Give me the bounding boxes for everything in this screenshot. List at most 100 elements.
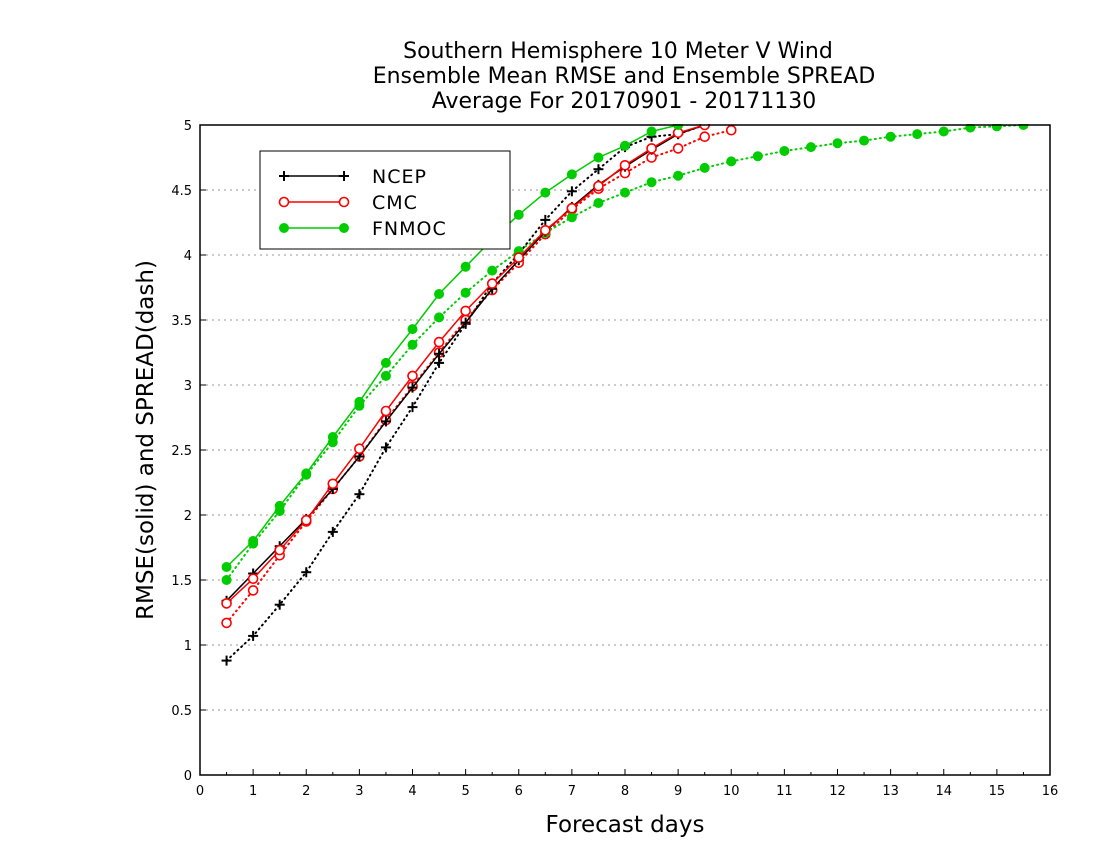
data-point-fnmoc-spread (673, 170, 684, 181)
data-point-cmc-rmse (274, 544, 285, 556)
title-line-3: Average For 20170901 - 20171130 (432, 89, 817, 114)
data-point-cmc-rmse (380, 405, 392, 417)
data-point-fnmoc-rmse (301, 468, 312, 479)
data-point-fnmoc-rmse (620, 140, 630, 151)
data-point-cmc-rmse (619, 160, 631, 171)
data-point-fnmoc-spread (487, 265, 498, 276)
data-point-fnmoc-rmse (460, 261, 471, 272)
series-cmc-rmse (221, 124, 710, 609)
data-point-cmc-spread (672, 143, 684, 154)
data-point-ncep-spread (301, 567, 312, 578)
data-point-fnmoc-rmse (248, 536, 259, 546)
data-point-ncep-spread (566, 186, 577, 197)
data-point-fnmoc-rmse (646, 126, 657, 137)
data-point-ncep-rmse (380, 416, 391, 427)
data-point-cmc-spread (221, 617, 232, 629)
x-tick-label: 14 (935, 784, 952, 799)
data-point-cmc-rmse (460, 305, 471, 317)
x-tick-label: 6 (515, 784, 523, 799)
data-point-cmc-rmse (433, 336, 445, 348)
data-point-fnmoc-rmse (221, 562, 232, 572)
data-point-cmc-rmse (300, 514, 312, 526)
title-line-2: Ensemble Mean RMSE and Ensemble SPREAD (373, 64, 876, 89)
data-point-cmc-rmse (354, 443, 365, 455)
data-point-fnmoc-spread (593, 198, 604, 208)
data-point-cmc-rmse (593, 180, 604, 192)
x-tick-label: 5 (461, 784, 469, 799)
data-point-ncep-spread (407, 402, 418, 413)
x-tick-label: 3 (355, 784, 363, 799)
data-point-fnmoc-rmse (274, 500, 285, 511)
data-point-ncep-spread (434, 357, 445, 368)
data-point-fnmoc-spread (460, 287, 471, 298)
legend-entry-fnmoc: FNMOC (279, 218, 447, 240)
data-point-fnmoc-rmse (407, 324, 418, 335)
legend-box (259, 150, 511, 250)
gridlines (200, 189, 1050, 711)
data-point-fnmoc-rmse (354, 396, 365, 407)
data-point-ncep-spread (540, 214, 551, 225)
y-tick-label: 2.5 (171, 444, 192, 459)
data-point-cmc-rmse (566, 202, 578, 214)
x-tick-label: 12 (829, 784, 846, 799)
data-point-ncep-rmse (434, 348, 445, 359)
y-tick-label: 4.5 (171, 184, 192, 199)
data-point-ncep-rmse (460, 317, 471, 328)
x-tick-label: 10 (723, 784, 740, 799)
data-point-fnmoc-spread (407, 339, 418, 350)
chart-title: Southern Hemisphere 10 Meter V Wind Ense… (373, 39, 876, 114)
x-tick-label: 8 (621, 784, 629, 799)
data-point-cmc-spread (247, 585, 259, 596)
data-point-cmc-rmse (247, 573, 259, 585)
x-tick-label: 2 (302, 784, 310, 799)
title-line-1: Southern Hemisphere 10 Meter V Wind (403, 39, 833, 64)
data-point-fnmoc-spread (912, 129, 923, 140)
legend-entry-ncep: NCEP (279, 166, 427, 188)
legend-label: NCEP (372, 166, 427, 188)
y-tick-label: 5 (184, 119, 192, 134)
data-point-ncep-spread (327, 526, 338, 537)
data-point-fnmoc-spread (938, 126, 949, 137)
legend-label: FNMOC (372, 218, 447, 240)
x-tick-label: 16 (1042, 784, 1059, 799)
y-tick-label: 3.5 (171, 314, 192, 329)
x-axis-label: Forecast days (546, 812, 705, 838)
data-point-fnmoc-spread (726, 156, 737, 167)
data-point-cmc-rmse (221, 598, 232, 609)
y-tick-label: 1.5 (171, 574, 192, 589)
data-point-fnmoc-spread (832, 138, 843, 149)
data-point-fnmoc-spread (434, 312, 445, 323)
data-point-fnmoc-spread (620, 187, 630, 198)
legend-marker (279, 223, 289, 233)
data-point-fnmoc-spread (805, 142, 816, 153)
legend-entry-cmc: CMC (278, 192, 418, 214)
data-point-fnmoc-rmse (513, 209, 524, 220)
data-point-fnmoc-spread (779, 146, 790, 156)
data-point-fnmoc-spread (752, 151, 763, 162)
data-point-fnmoc-rmse (540, 187, 551, 198)
legend-marker (339, 171, 349, 181)
x-tick-label: 1 (249, 784, 257, 799)
data-point-fnmoc-spread (566, 212, 577, 223)
x-tick-label: 15 (989, 784, 1006, 799)
data-point-fnmoc-rmse (434, 289, 445, 299)
x-tick-label: 0 (196, 784, 204, 799)
x-tick-label: 9 (674, 784, 682, 799)
y-tick-label: 3 (184, 379, 192, 394)
data-point-ncep-spread (354, 489, 365, 500)
data-point-cmc-rmse (327, 478, 339, 490)
data-point-cmc-rmse (486, 278, 498, 289)
data-point-fnmoc-spread (646, 177, 657, 188)
data-point-fnmoc-spread (991, 124, 1002, 132)
y-axis-ticks: 0 0.5 1 1.5 2 2.5 3 3.5 4 4.5 5 (171, 119, 206, 784)
x-axis-ticks: 0 1 2 3 4 5 6 7 8 9 10 11 12 13 14 15 16 (196, 769, 1058, 799)
series-fnmoc-spread (221, 124, 1029, 585)
x-tick-label: 7 (568, 784, 576, 799)
data-point-fnmoc-rmse (566, 169, 577, 180)
data-point-fnmoc-spread (380, 370, 391, 381)
legend-marker (338, 196, 350, 208)
plot-series (221, 124, 1029, 666)
data-point-fnmoc-rmse (593, 152, 604, 163)
legend-label: CMC (372, 192, 418, 214)
